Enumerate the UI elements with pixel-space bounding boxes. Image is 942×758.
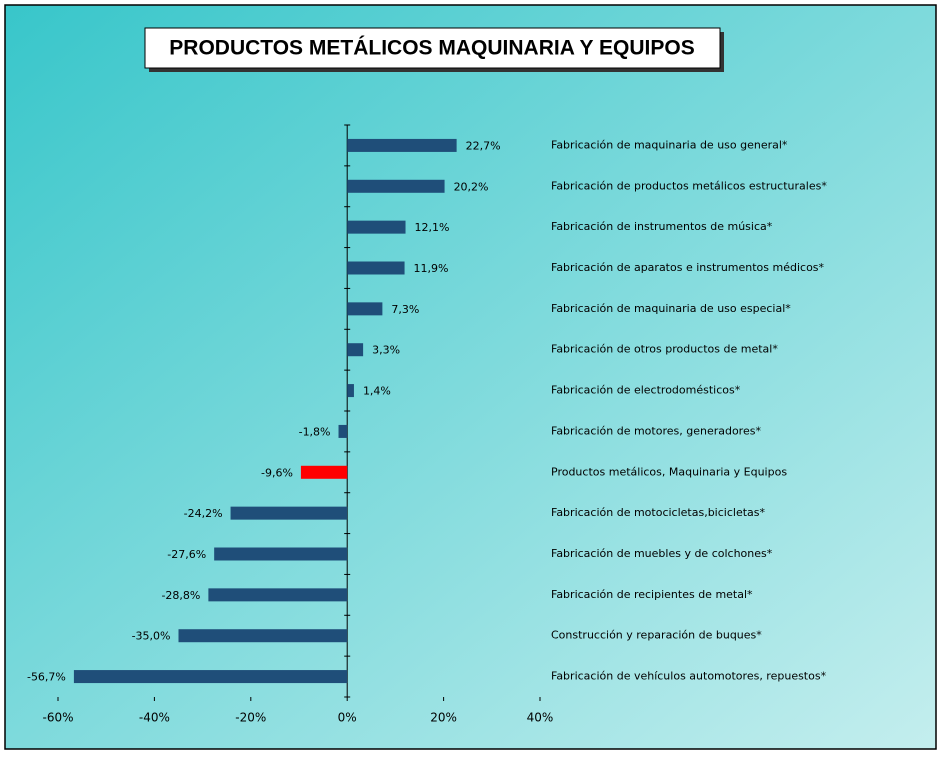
category-label: Fabricación de muebles y de colchones* [551,547,773,560]
category-label: Productos metálicos, Maquinaria y Equipo… [551,465,787,478]
bar [347,302,383,316]
category-label: Fabricación de maquinaria de uso especia… [551,302,791,315]
category-label: Fabricación de recipientes de metal* [551,588,753,601]
bar [208,588,348,602]
category-label: Fabricación de instrumentos de música* [551,220,773,233]
chart-title: PRODUCTOS METÁLICOS MAQUINARIA Y EQUIPOS [169,37,694,60]
value-label: -56,7% [27,671,66,684]
x-tick-label: -20% [235,711,266,725]
value-label: 20,2% [454,180,489,193]
x-tick-label: 0% [338,711,357,725]
category-label: Fabricación de aparatos e instrumentos m… [551,261,825,274]
value-label: 12,1% [415,221,450,234]
bar [347,384,354,398]
bar [347,179,445,193]
category-label: Fabricación de motores, generadores* [551,424,761,437]
bar [214,547,348,561]
value-label: -28,8% [161,589,200,602]
category-label: Construcción y reparación de buques* [551,629,762,642]
bar [338,424,348,438]
bar [347,343,364,357]
bar [73,670,348,684]
value-label: -24,2% [184,507,223,520]
category-label: Fabricación de vehículos automotores, re… [551,670,827,683]
category-label: Fabricación de otros productos de metal* [551,343,778,356]
value-label: -1,8% [299,425,331,438]
bar [347,261,405,275]
bar [178,629,348,643]
value-label: 3,3% [372,344,400,357]
value-label: -35,0% [132,630,171,643]
value-label: 7,3% [391,303,419,316]
background [4,4,937,750]
title-box [144,27,721,69]
value-label: 11,9% [414,262,449,275]
category-label: Fabricación de motocicletas,bicicletas* [551,506,766,519]
category-label: Fabricación de maquinaria de uso general… [551,138,788,151]
value-label: 1,4% [363,385,391,398]
value-label: -27,6% [167,548,206,561]
x-tick-label: 40% [527,711,554,725]
bar [347,220,406,234]
category-label: Fabricación de productos metálicos estru… [551,179,827,192]
bar [347,138,457,152]
x-tick-label: -60% [42,711,73,725]
x-tick-label: -40% [139,711,170,725]
category-label: Fabricación de electrodomésticos* [551,384,741,397]
bar [230,506,348,520]
x-tick-label: 20% [430,711,457,725]
value-label: 22,7% [466,139,501,152]
bar [300,465,348,479]
value-label: -9,6% [261,466,293,479]
